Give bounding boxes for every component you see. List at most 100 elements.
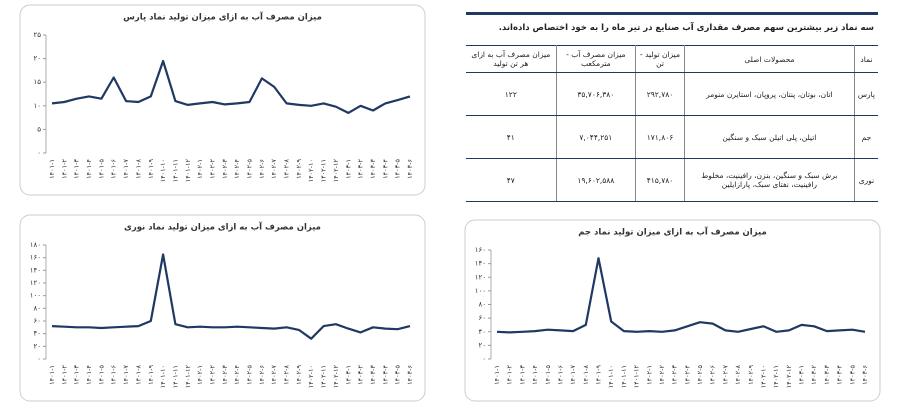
y-tick-label: ۱۴۰ [30, 266, 41, 274]
data-line [51, 59, 411, 114]
card [19, 4, 426, 196]
y-tick-label: ۲۵ [33, 31, 41, 39]
column-header: میزان تولید - تن [635, 45, 685, 73]
x-tick-label: ۱۴۰۲-۱۰ [307, 365, 315, 388]
x-tick-label: ۱۴۰۱-۴ [85, 159, 93, 179]
x-tick-label: ۱۴۰۱-۷ [569, 365, 577, 385]
table-cell: ۷,۰۴۴,۲۵۱ [555, 115, 636, 159]
x-tick-label: ۱۴۰۳-۴ [381, 159, 389, 179]
x-tick-label: ۱۴۰۱-۵ [544, 365, 552, 385]
x-tick-label: ۱۴۰۱-۱۰ [159, 159, 167, 182]
table-cell: نوری [853, 158, 878, 202]
x-tick-label: ۱۴۰۱-۳ [73, 159, 81, 179]
x-tick-label: ۱۴۰۱-۱ [48, 159, 56, 179]
data-line [51, 253, 411, 340]
y-tick-label: ۰ [37, 355, 41, 363]
x-tick-label: ۱۴۰۲-۵ [696, 365, 704, 385]
x-tick-label: ۱۴۰۱-۸ [134, 159, 142, 179]
table-cell: اتیلن، پلی اتیلن سبک و سنگین [683, 115, 855, 159]
table-cell: ۱۹,۶۰۲,۵۸۸ [555, 158, 636, 202]
x-tick-label: ۱۴۰۳-۱ [344, 159, 352, 179]
y-tick-label: ۱۰۰ [475, 287, 486, 295]
column-header: میزان مصرف آب به ازای هر تن تولید [466, 45, 557, 73]
table-cell: جم [853, 115, 878, 159]
x-tick-label: ۱۴۰۲-۷ [721, 365, 729, 385]
x-tick-label: ۱۴۰۱-۱ [48, 365, 56, 385]
table-cell: ۳۵,۷۰۶,۳۸۰ [555, 72, 636, 116]
chart-title: میزان مصرف آب به ازای میزان تولید نماد ن… [124, 221, 321, 233]
table-caption: سه نماد زیر بیشترین سهم مصرف مقداری آب ص… [498, 23, 874, 33]
x-tick-label: ۱۴۰۲-۸ [734, 365, 742, 385]
y-tick-label: ۱۰۰ [30, 292, 41, 300]
data-line [496, 257, 866, 334]
x-tick-label: ۱۴۰۱-۹ [595, 365, 603, 385]
y-tick-label: ۴۰ [33, 330, 41, 338]
x-tick-label: ۱۴۰۲-۸ [283, 365, 291, 385]
x-tick-label: ۱۴۰۲-۶ [709, 365, 717, 385]
x-tick-label: ۱۴۰۱-۴ [531, 365, 539, 385]
x-tick-label: ۱۴۰۲-۱۰ [307, 159, 315, 182]
x-tick-label: ۱۴۰۲-۱۱ [320, 159, 328, 182]
x-tick-label: ۱۴۰۲-۷ [270, 365, 278, 385]
x-tick-label: ۱۴۰۱-۶ [110, 365, 118, 385]
table-cell: ۴۷ [466, 158, 557, 202]
y-tick-label: ۵ [37, 125, 41, 133]
y-tick-label: ۲۰ [33, 342, 41, 350]
x-tick-label: ۱۴۰۲-۱۱ [320, 365, 328, 388]
x-tick-label: ۱۴۰۲-۱ [645, 365, 653, 385]
card [19, 214, 426, 402]
x-tick-label: ۱۴۰۲-۹ [295, 365, 303, 385]
x-tick-label: ۱۴۰۳-۵ [848, 365, 856, 385]
x-tick-label: ۱۴۰۲-۳ [221, 365, 229, 385]
x-tick-label: ۱۴۰۱-۱۱ [171, 159, 179, 182]
table-cell: ۴۱ [466, 115, 557, 159]
column-header: میزان مصرف آب - مترمکعب [555, 45, 636, 73]
y-tick-label: ۱۲۰ [475, 273, 486, 281]
x-tick-label: ۱۴۰۳-۵ [394, 365, 402, 385]
y-tick-label: ۰ [37, 149, 41, 157]
x-tick-label: ۱۴۰۲-۱۲ [332, 158, 340, 182]
x-tick-label: ۱۴۰۲-۴ [683, 365, 691, 385]
table-cell: ۲۹۲,۷۸۰ [635, 72, 685, 116]
x-tick-label: ۱۴۰۲-۸ [283, 159, 291, 179]
x-tick-label: ۱۴۰۱-۵ [97, 365, 105, 385]
x-tick-label: ۱۴۰۲-۴ [233, 365, 241, 385]
x-tick-label: ۱۴۰۳-۵ [394, 159, 402, 179]
x-tick-label: ۱۴۰۱-۱ [493, 365, 501, 385]
x-tick-label: ۱۴۰۲-۱۰ [759, 365, 767, 388]
x-tick-label: ۱۴۰۱-۳ [518, 365, 526, 385]
table: نماد محصولات اصلی میزان تولید - تن میزان مص… [466, 45, 878, 202]
x-tick-label: ۱۴۰۱-۶ [556, 365, 564, 385]
x-tick-label: ۱۴۰۳-۶ [861, 365, 869, 385]
x-tick-label: ۱۴۰۱-۱۱ [171, 365, 179, 388]
x-tick-label: ۱۴۰۱-۵ [97, 159, 105, 179]
x-tick-label: ۱۴۰۳-۲ [357, 365, 365, 385]
x-tick-label: ۱۴۰۱-۱۲ [184, 364, 192, 388]
x-tick-label: ۱۴۰۱-۸ [134, 365, 142, 385]
x-tick-label: ۱۴۰۱-۷ [122, 365, 130, 385]
x-tick-label: ۱۴۰۱-۲ [506, 365, 514, 385]
y-tick-label: ۱۶۰ [475, 246, 486, 254]
card [464, 219, 881, 402]
y-tick-label: ۰ [482, 355, 486, 363]
y-tick-label: ۱۴۰ [475, 260, 486, 268]
table-row: پارس اتان، بوتان، پنتان، پروپان، استایرن … [466, 72, 878, 116]
x-tick-label: ۱۴۰۱-۷ [122, 159, 130, 179]
x-tick-label: ۱۴۰۱-۱۱ [620, 365, 628, 388]
x-tick-label: ۱۴۰۱-۹ [147, 159, 155, 179]
x-tick-label: ۱۴۰۲-۲ [208, 159, 216, 179]
table-cell: برش سبک و سنگین، بنزن، رافینیت، مخلوط را… [683, 158, 855, 202]
x-tick-label: ۱۴۰۲-۲ [208, 365, 216, 385]
x-tick-label: ۱۴۰۱-۲ [60, 159, 68, 179]
y-tick-label: ۲۰ [478, 341, 486, 349]
x-tick-label: ۱۴۰۳-۳ [369, 159, 377, 179]
table-cell: ۱۲۲ [466, 72, 557, 116]
x-tick-label: ۱۴۰۲-۲ [658, 365, 666, 385]
y-tick-label: ۱۵ [33, 78, 41, 86]
x-tick-label: ۱۴۰۱-۸ [582, 365, 590, 385]
summary-table: سه نماد زیر بیشترین سهم مصرف مقداری آب ص… [466, 12, 878, 202]
x-tick-label: ۱۴۰۳-۴ [381, 365, 389, 385]
x-tick-label: ۱۴۰۱-۹ [147, 365, 155, 385]
x-tick-label: ۱۴۰۲-۱۲ [785, 364, 793, 388]
